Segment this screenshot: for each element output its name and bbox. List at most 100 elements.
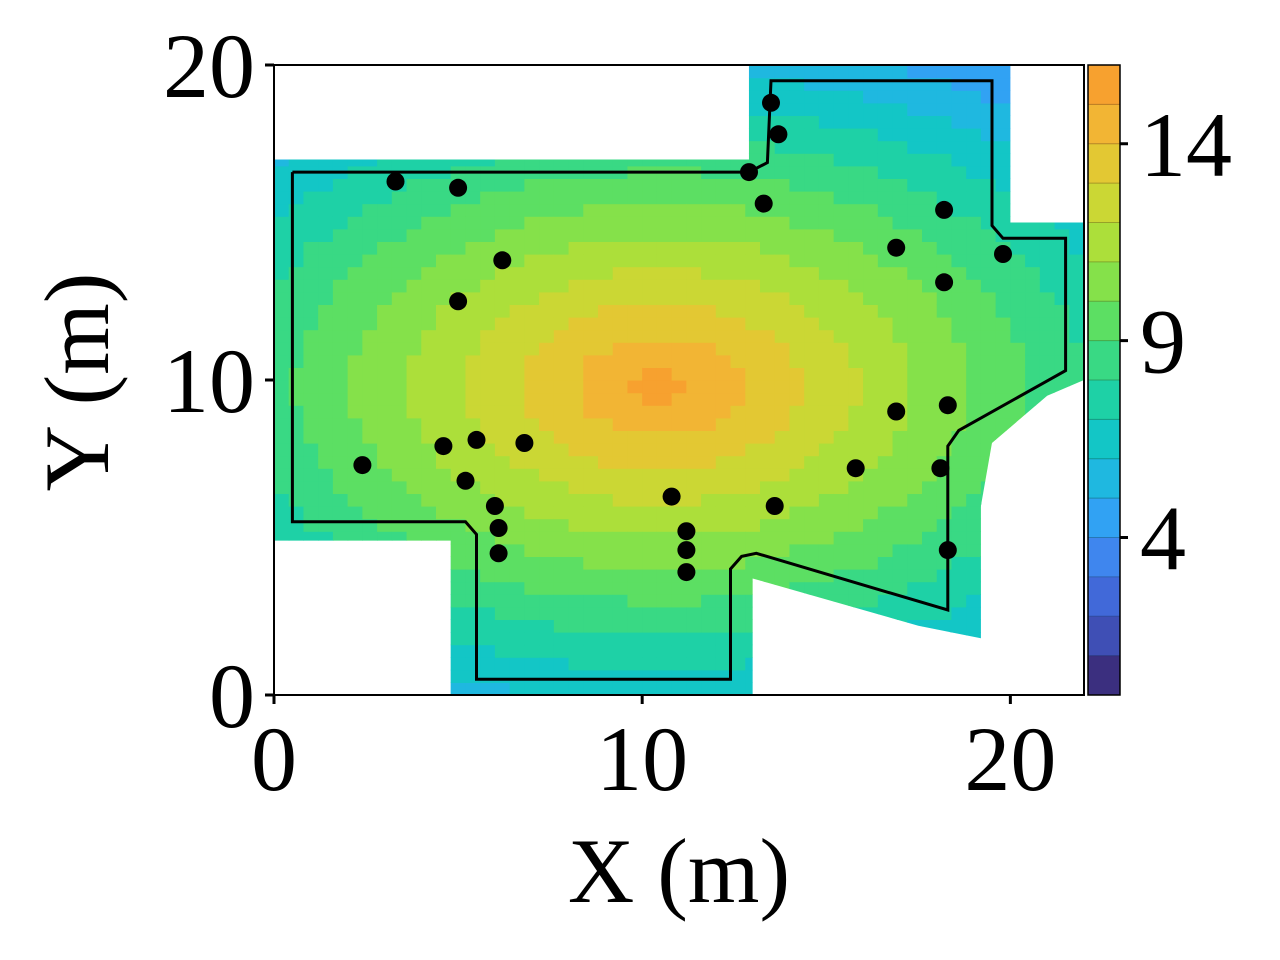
- heatmap-cell: [922, 291, 938, 305]
- heatmap-cell: [877, 354, 894, 368]
- heatmap-cell: [907, 266, 923, 280]
- heatmap-cell: [701, 443, 717, 457]
- heatmap-cell: [509, 417, 525, 431]
- heatmap-cell: [745, 531, 761, 545]
- heatmap-cell: [1025, 682, 1041, 695]
- heatmap-cell: [598, 506, 614, 520]
- heatmap-cell: [951, 329, 967, 343]
- heatmap-cell: [671, 191, 687, 205]
- heatmap-cell: [318, 342, 334, 356]
- heatmap-cell: [347, 329, 363, 343]
- heatmap-cell: [318, 543, 334, 557]
- heatmap-cell: [465, 531, 481, 545]
- measurement-point: [353, 456, 372, 475]
- heatmap-cell: [347, 304, 363, 318]
- heatmap-cell: [701, 556, 717, 570]
- measurement-point: [994, 245, 1012, 263]
- heatmap-cell: [583, 380, 599, 394]
- heatmap-cell: [1010, 77, 1026, 91]
- heatmap-cell: [848, 443, 864, 457]
- heatmap-cell: [671, 128, 687, 142]
- heatmap-cell: [627, 216, 643, 230]
- heatmap-cell: [347, 115, 363, 129]
- heatmap-cell: [377, 380, 393, 394]
- heatmap-cell: [436, 90, 452, 104]
- heatmap-cell: [583, 115, 599, 129]
- heatmap-cell: [612, 644, 629, 658]
- heatmap-cell: [406, 669, 422, 683]
- heatmap-cell: [347, 342, 363, 356]
- heatmap-cell: [1039, 531, 1056, 545]
- heatmap-cell: [347, 65, 363, 66]
- heatmap-cell: [480, 669, 496, 683]
- heatmap-cell: [362, 367, 378, 381]
- heatmap-cell: [922, 266, 938, 280]
- heatmap-cell: [818, 203, 835, 217]
- x-axis-label: X (m): [568, 820, 790, 922]
- heatmap-cell: [612, 354, 629, 368]
- heatmap-cell: [980, 543, 997, 557]
- heatmap-cell: [1039, 455, 1056, 469]
- heatmap-cell: [730, 493, 746, 507]
- heatmap-cell: [730, 581, 746, 595]
- heatmap-cell: [1010, 140, 1026, 154]
- heatmap-cell: [612, 77, 629, 91]
- colorbar-tick-label: 9: [1140, 291, 1186, 393]
- heatmap-cell: [1069, 165, 1084, 179]
- heatmap-cell: [524, 228, 540, 242]
- heatmap-cell: [966, 619, 982, 633]
- heatmap-cell: [1069, 153, 1084, 167]
- heatmap-cell: [465, 581, 481, 595]
- heatmap-cell: [494, 203, 511, 217]
- heatmap-cell: [539, 65, 555, 66]
- heatmap-cell: [539, 128, 555, 142]
- heatmap-cell: [745, 506, 761, 520]
- heatmap-cell: [907, 619, 923, 633]
- heatmap-cell: [877, 228, 894, 242]
- heatmap-cell: [303, 77, 319, 91]
- heatmap-cell: [539, 594, 555, 608]
- heatmap-cell: [922, 682, 938, 695]
- heatmap-cell: [966, 354, 982, 368]
- heatmap-cell: [539, 518, 555, 532]
- heatmap-cell: [833, 178, 849, 192]
- heatmap-cell: [715, 291, 732, 305]
- heatmap-cell: [524, 304, 540, 318]
- heatmap-cell: [671, 102, 687, 116]
- heatmap-cell: [745, 493, 761, 507]
- heatmap-cell: [391, 506, 408, 520]
- heatmap-cell: [362, 506, 378, 520]
- heatmap-cell: [774, 241, 791, 255]
- heatmap-cell: [848, 531, 864, 545]
- heatmap-cell: [1025, 669, 1041, 683]
- x-tick-label: 10: [596, 708, 688, 810]
- heatmap-cell: [745, 669, 761, 683]
- heatmap-cell: [1054, 443, 1070, 457]
- heatmap-cell: [421, 455, 437, 469]
- heatmap-cell: [524, 140, 540, 154]
- heatmap-cell: [745, 405, 761, 419]
- heatmap-cell: [1039, 468, 1056, 482]
- heatmap-cell: [494, 644, 511, 658]
- heatmap-cell: [303, 468, 319, 482]
- heatmap-cell: [524, 543, 540, 557]
- heatmap-cell: [274, 354, 290, 368]
- heatmap-cell: [303, 480, 319, 494]
- heatmap-cell: [524, 254, 540, 268]
- heatmap-cell: [833, 455, 849, 469]
- heatmap-cell: [877, 317, 894, 331]
- measurement-point: [449, 178, 468, 197]
- heatmap-cell: [907, 165, 923, 179]
- heatmap-cell: [656, 77, 673, 91]
- heatmap-cell: [995, 203, 1011, 217]
- heatmap-cell: [627, 291, 643, 305]
- heatmap-cell: [421, 644, 437, 658]
- heatmap-cell: [760, 178, 776, 192]
- heatmap-cell: [760, 329, 776, 343]
- heatmap-cell: [318, 657, 334, 671]
- heatmap-cell: [995, 354, 1011, 368]
- heatmap-cell: [642, 178, 658, 192]
- x-tick-label: 20: [964, 708, 1056, 810]
- heatmap-cell: [568, 506, 584, 520]
- heatmap-cell: [303, 90, 319, 104]
